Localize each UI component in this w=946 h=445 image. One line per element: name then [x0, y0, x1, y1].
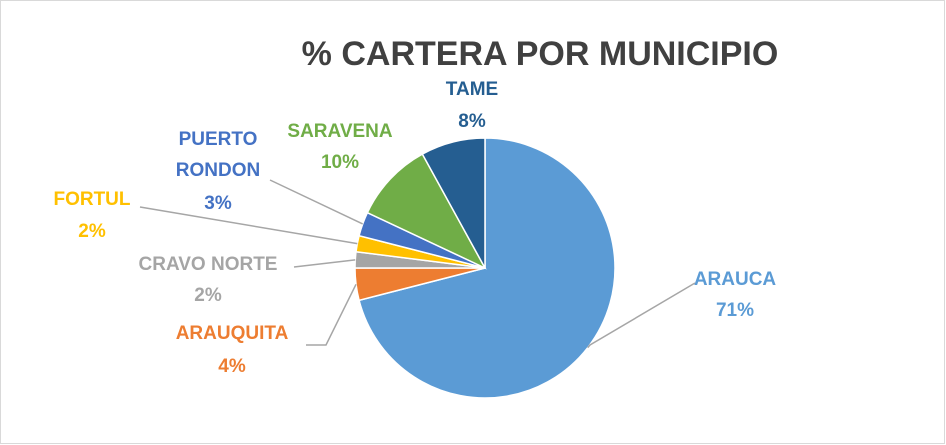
- data-label-value: 71%: [716, 300, 754, 321]
- leader-line: [293, 259, 356, 268]
- leader-line: [306, 283, 357, 346]
- data-label-name: FORTUL: [53, 189, 130, 210]
- data-label-value: 2%: [194, 285, 222, 306]
- data-label-name: TAME: [446, 79, 498, 100]
- pie-slice: [421, 137, 486, 269]
- data-label-value: 3%: [204, 193, 232, 214]
- leader-line: [587, 282, 696, 349]
- leader-line: [139, 206, 358, 245]
- data-label-name: CRAVO NORTE: [139, 254, 278, 275]
- leader-line: [269, 179, 364, 225]
- data-label-name: ARAUQUITA: [176, 323, 289, 344]
- pie-slice: [366, 153, 487, 270]
- data-label-value: 10%: [321, 152, 359, 173]
- data-label-name: PUERTO RONDON: [176, 129, 260, 181]
- data-label-value: 8%: [458, 111, 486, 132]
- data-label-value: 4%: [218, 356, 246, 377]
- chart-title: % CARTERA POR MUNICIPIO: [302, 35, 779, 73]
- data-label-name: ARAUCA: [694, 269, 777, 290]
- data-label-value: 2%: [78, 221, 106, 242]
- data-label-name: SARAVENA: [287, 121, 392, 142]
- pie-slice: [358, 137, 616, 399]
